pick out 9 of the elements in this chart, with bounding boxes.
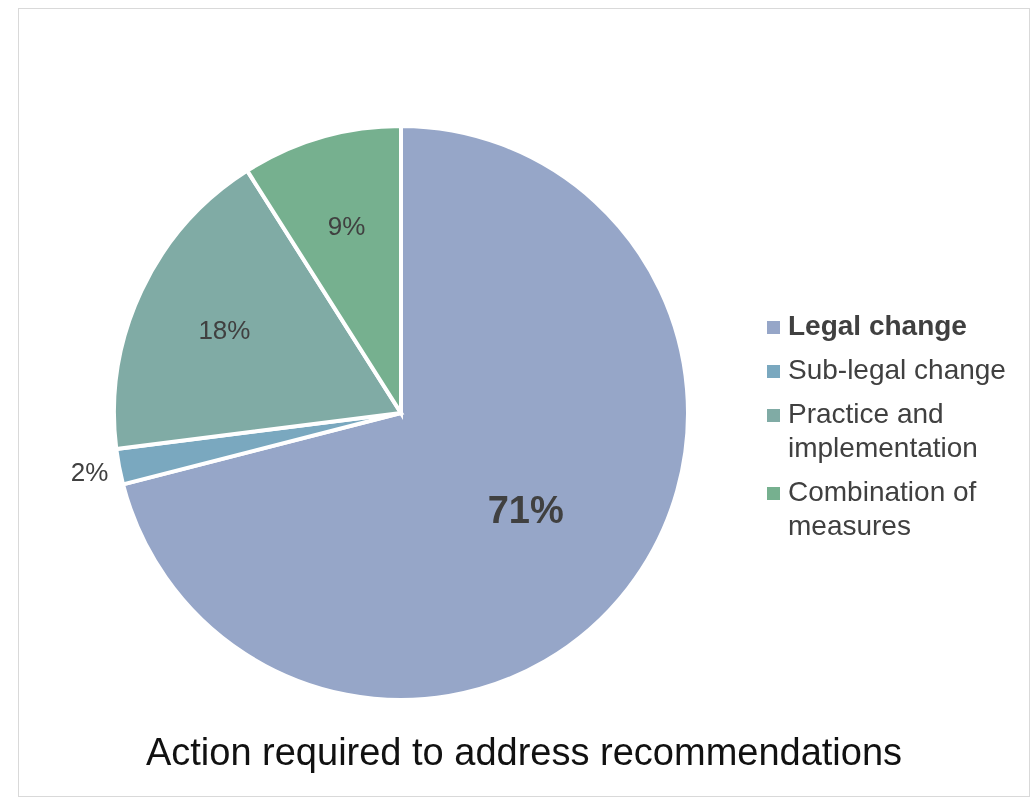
legend-label: Combination of measures — [788, 475, 978, 543]
legend-label: Legal change — [788, 309, 967, 343]
data-label: 2% — [70, 457, 109, 488]
legend-label: Practice and implementation — [788, 397, 979, 465]
data-label: 71% — [487, 488, 564, 531]
legend-label: Sub-legal change — [788, 353, 1006, 387]
data-label: 18% — [198, 314, 251, 345]
data-label: 9% — [327, 210, 366, 241]
text: Action required to address recommendations — [144, 731, 904, 774]
